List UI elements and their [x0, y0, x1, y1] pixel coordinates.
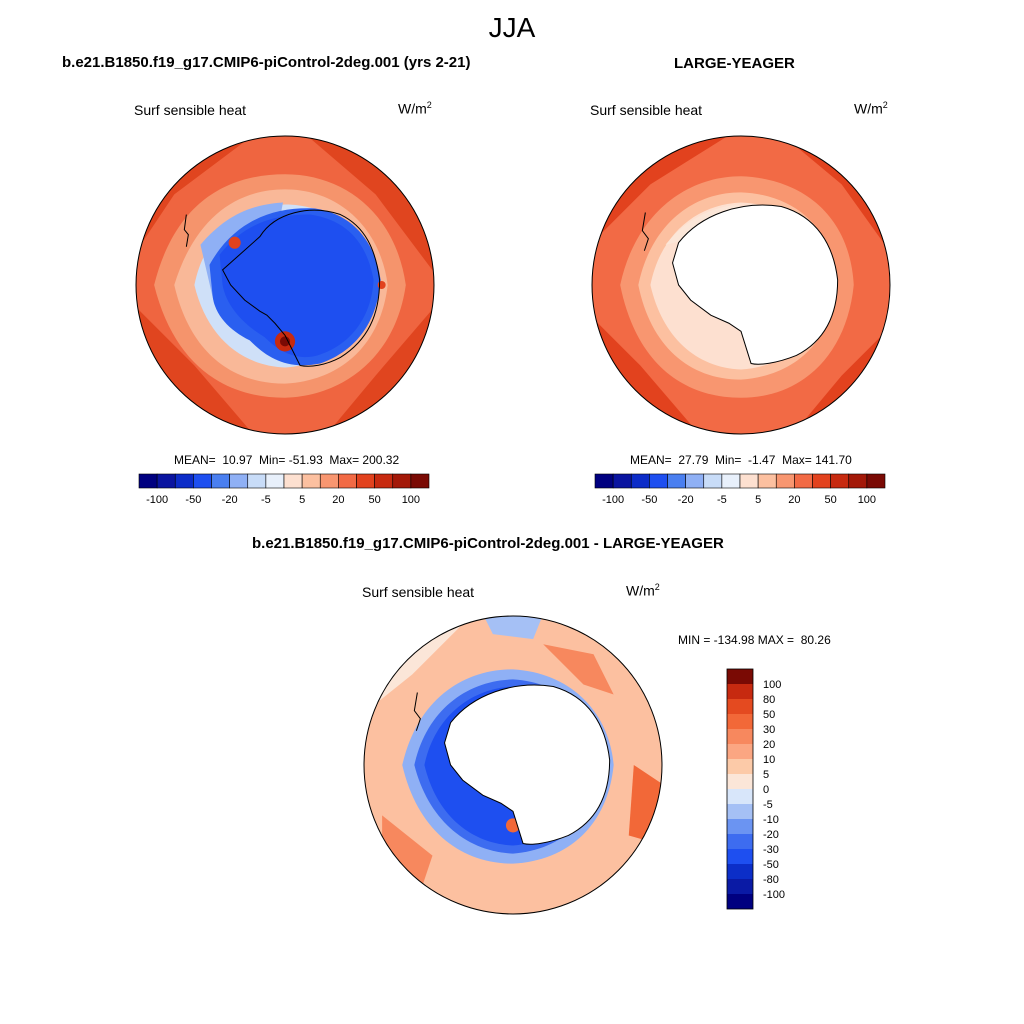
colorbar-top-left-swatch	[265, 473, 285, 489]
colorbar-top-left-tick-label: 100	[402, 494, 420, 506]
colorbar-diff-tick-label: -5	[763, 799, 773, 811]
colorbar-top-left-tick-label: -20	[222, 494, 238, 506]
panel2-stats: MEAN= 27.79 Min= -1.47 Max= 141.70	[630, 453, 852, 467]
colorbar-top-right-tick-label: 20	[788, 494, 800, 506]
colorbar-diff-tick-label: 50	[763, 709, 775, 721]
colorbar-top-left-swatch	[374, 473, 394, 489]
colorbar-diff-frame	[726, 668, 754, 910]
colorbar-diff-swatch	[727, 684, 753, 699]
colorbar-diff-tick-label: 10	[763, 754, 775, 766]
colorbar-top-right-tick-label: -50	[641, 494, 657, 506]
colorbar-diff-swatch	[727, 714, 753, 729]
colorbar-top-right-swatch	[612, 473, 632, 489]
colorbar-top-left-swatch	[247, 473, 267, 489]
colorbar-top-left-swatch	[338, 473, 357, 489]
colorbar-top-left-swatch	[301, 473, 321, 489]
colorbar-top-right-tick-label: 5	[755, 494, 761, 506]
colorbar-top-right-swatch	[794, 473, 813, 489]
colorbar-top-left-swatch	[410, 473, 430, 489]
colorbar-diff-swatch	[727, 729, 753, 744]
colorbar-top-right-swatch	[848, 473, 868, 489]
colorbar-diff-swatch	[727, 699, 753, 714]
colorbar-top-right-swatch	[812, 473, 831, 489]
colorbar-diff-tick-label: 80	[763, 694, 775, 706]
colorbar-top-left-swatch	[356, 473, 375, 489]
panel3-variable-label: Surf sensible heat	[362, 584, 475, 600]
colorbar-diff-swatch	[727, 894, 753, 909]
panel1-stats: MEAN= 10.97 Min= -51.93 Max= 200.32	[174, 453, 400, 467]
colorbar-diff-swatch	[727, 804, 753, 819]
colorbar-top-right-swatch	[721, 473, 741, 489]
panel1-title: b.e21.B1850.f19_g17.CMIP6-piControl-2deg…	[62, 54, 471, 71]
colorbar-top-right-swatch	[649, 473, 668, 489]
colorbar-diff-swatch	[727, 759, 753, 774]
colorbar-top-left-swatch	[319, 473, 339, 489]
panel1-map	[135, 135, 435, 435]
panel2-title: LARGE-YEAGER	[674, 55, 795, 72]
colorbar-top-right-tick-label: -20	[678, 494, 694, 506]
colorbar-diff-swatch	[727, 744, 753, 759]
panel2-units-label: W/m2	[854, 100, 888, 117]
colorbar-top-right-swatch	[667, 473, 686, 489]
colorbar-diff-tick-label: 30	[763, 724, 775, 736]
colorbar-top-left-tick-label: -5	[261, 494, 271, 506]
colorbar-diff-tick-label: 0	[763, 784, 769, 796]
colorbar-diff-tick-label: 20	[763, 739, 775, 751]
panel2-map	[591, 135, 891, 435]
colorbar-diff-swatch	[727, 789, 753, 804]
colorbar-top-right-swatch	[630, 473, 650, 489]
colorbar-top-left-swatch	[156, 473, 176, 489]
colorbar-top-right-swatch	[594, 473, 614, 489]
colorbar-top-right-swatch	[866, 473, 886, 489]
colorbar-diff-tick-label: -80	[763, 874, 779, 886]
colorbar-diff-swatch	[727, 669, 753, 684]
colorbar-top-right-tick-label: -100	[602, 494, 624, 506]
panel3-title: b.e21.B1850.f19_g17.CMIP6-piControl-2deg…	[252, 535, 724, 552]
colorbar-top-right-swatch	[757, 473, 777, 489]
panel2-variable-label: Surf sensible heat	[590, 102, 703, 118]
panel1-units-label: W/m2	[398, 100, 432, 117]
colorbar-top-right-swatch	[775, 473, 795, 489]
colorbar-diff-tick-label: 100	[763, 679, 781, 691]
colorbar-diff-swatch	[727, 849, 753, 864]
panel3-units-label: W/m2	[626, 582, 660, 599]
colorbar-top-right-swatch	[739, 473, 759, 489]
colorbar-diff-swatch	[727, 879, 753, 894]
colorbar-top-left-swatch	[174, 473, 194, 489]
colorbar-diff-tick-label: -10	[763, 814, 779, 826]
panel1-colorbar: -100 -50 -20 -5 5 20 50 100	[138, 473, 430, 506]
colorbar-diff-tick-label: 5	[763, 769, 769, 781]
colorbar-diff-tick-label: -20	[763, 829, 779, 841]
colorbar-diff-tick-label: -30	[763, 844, 779, 856]
colorbar-top-right-tick-label: 100	[858, 494, 876, 506]
panel2-colorbar: -100 -50 -20 -5 5 20 50 100	[594, 473, 886, 506]
colorbar-top-right-tick-label: 50	[825, 494, 837, 506]
colorbar-top-left-swatch	[138, 473, 158, 489]
colorbar-top-left-tick-label: 5	[299, 494, 305, 506]
panel3-stats: MIN = -134.98 MAX = 80.26	[678, 633, 831, 647]
colorbar-diff-swatch	[727, 834, 753, 849]
colorbar-top-right-tick-label: -5	[717, 494, 727, 506]
colorbar-top-left-swatch	[229, 473, 249, 489]
colorbar-diff-swatch	[727, 864, 753, 879]
panel1-variable-label: Surf sensible heat	[134, 102, 247, 118]
colorbar-diff-swatch	[727, 819, 753, 834]
colorbar-top-right-swatch	[685, 473, 705, 489]
colorbar-top-left-swatch	[283, 473, 303, 489]
panel3-map	[363, 615, 663, 915]
colorbar-top-left-tick-label: 50	[369, 494, 381, 506]
colorbar-diff-swatch	[727, 774, 753, 789]
colorbar-top-left-swatch	[193, 473, 212, 489]
colorbar-diff-tick-label: -50	[763, 859, 779, 871]
colorbar-top-left-tick-label: -100	[146, 494, 168, 506]
colorbar-top-left-swatch	[392, 473, 412, 489]
colorbar-top-left-tick-label: 20	[332, 494, 344, 506]
colorbar-top-left-tick-label: -50	[185, 494, 201, 506]
colorbar-top-right-swatch	[703, 473, 723, 489]
colorbar-diff-tick-label: -100	[763, 889, 785, 901]
colorbar-top-left-swatch	[211, 473, 230, 489]
main-title: JJA	[488, 12, 536, 43]
colorbar-top-right-swatch	[830, 473, 850, 489]
